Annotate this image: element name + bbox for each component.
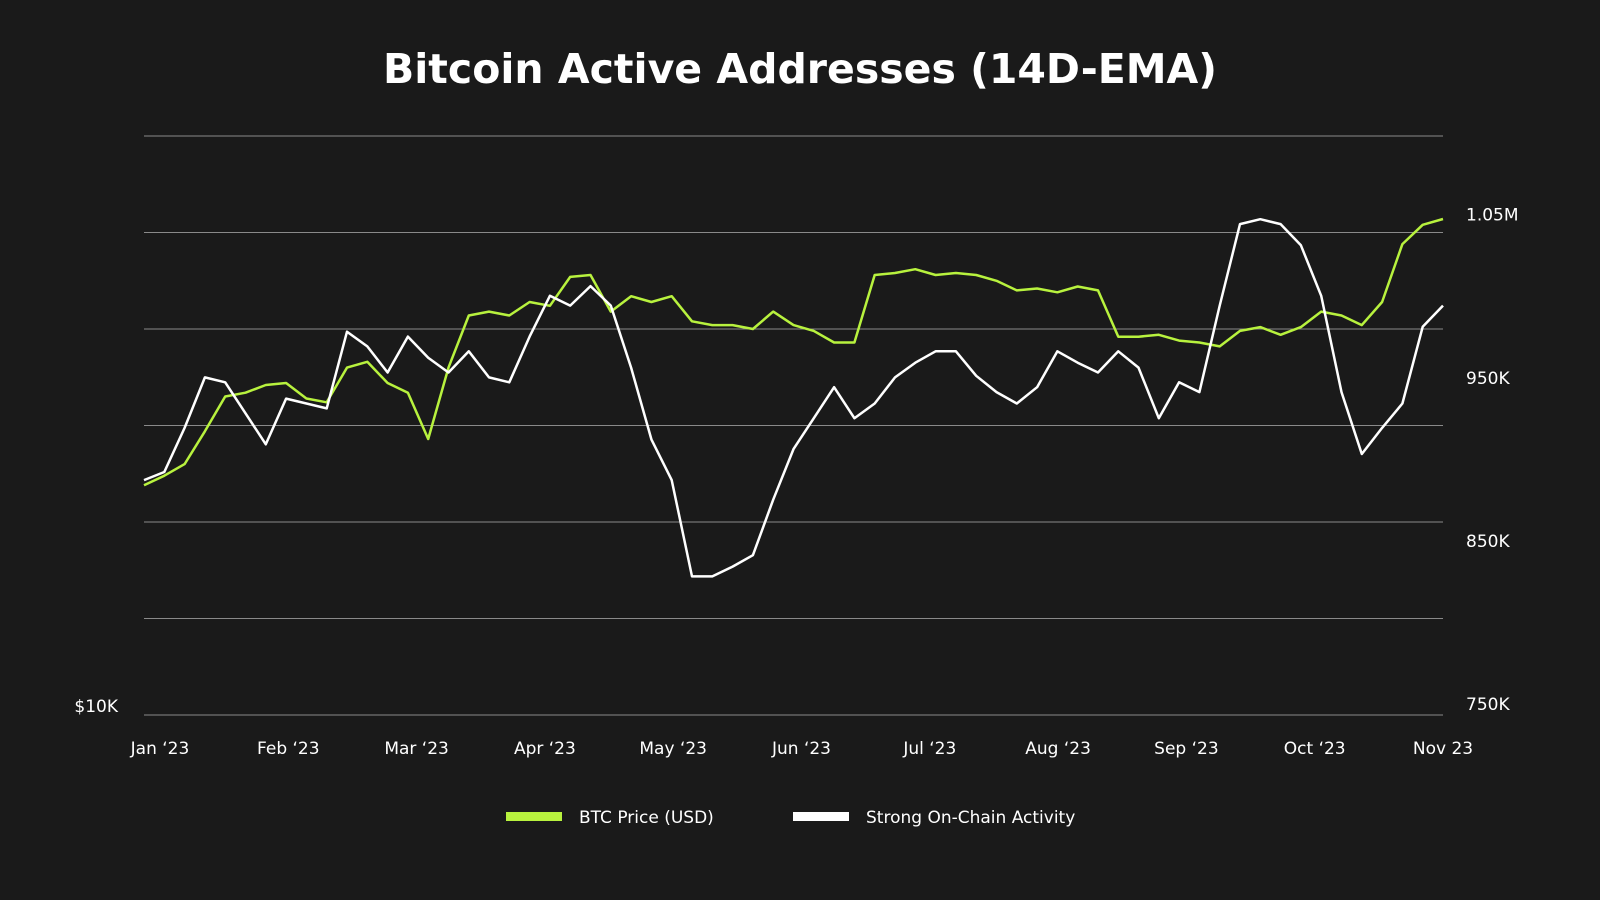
y2-tick-label: 950K: [1466, 369, 1510, 389]
y2-tick-label: 750K: [1466, 695, 1510, 715]
series-line: [143, 217, 1444, 487]
y-tick-label: $10K: [74, 697, 118, 717]
x-tick-label: Aug ‘23: [1025, 739, 1091, 759]
x-tick-label: May ‘23: [639, 739, 707, 759]
x-tick-label: Oct ‘23: [1284, 739, 1346, 759]
series-line: [143, 217, 1444, 578]
y2-tick-label: 850K: [1466, 532, 1510, 552]
x-tick-label: Jan ‘23: [130, 739, 190, 759]
legend-label: Strong On-Chain Activity: [866, 808, 1075, 828]
legend-swatch: [793, 812, 849, 821]
x-tick-label: Mar ‘23: [384, 739, 449, 759]
legend-label: BTC Price (USD): [579, 808, 714, 828]
x-tick-label: Jul ‘23: [902, 739, 956, 759]
y2-tick-label: 1.05M: [1466, 206, 1519, 226]
x-tick-label: Nov 23: [1413, 739, 1473, 759]
chart-title: Bitcoin Active Addresses (14D-EMA): [383, 45, 1217, 93]
x-tick-label: Feb ‘23: [257, 739, 320, 759]
x-tick-label: Apr ‘23: [514, 739, 576, 759]
x-tick-label: Jun ‘23: [771, 739, 831, 759]
x-tick-label: Sep ‘23: [1154, 739, 1218, 759]
legend-swatch: [506, 812, 562, 821]
